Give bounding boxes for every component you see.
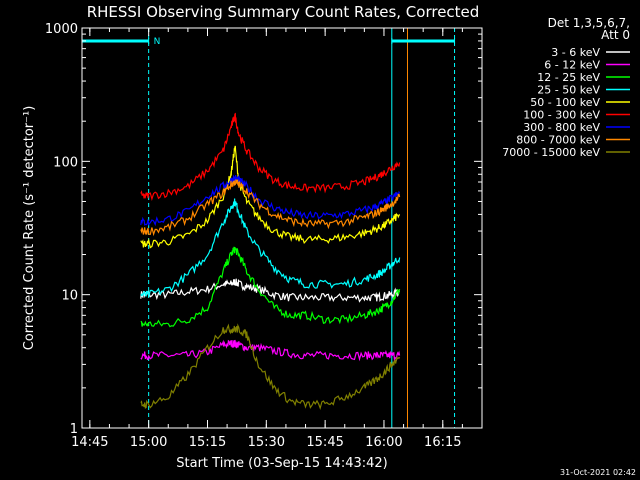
series-line-6: [140, 174, 401, 227]
y-axis: 1 10 100 1000: [45, 22, 482, 437]
x-axis-label: Start Time (03-Sep-15 14:43:42): [176, 456, 387, 471]
series-line-0: [140, 278, 400, 303]
legend-header-line2: Att 0: [601, 28, 630, 42]
series-line-7: [140, 178, 401, 237]
y-tick-label-0: 1: [70, 422, 78, 437]
legend-label-6: 300 - 800 keV: [523, 121, 600, 134]
plot-frame: [81, 27, 483, 429]
legend-label-3: 25 - 50 keV: [537, 84, 600, 97]
night-bar-label-0: N: [154, 37, 161, 47]
series-line-4: [140, 145, 401, 249]
x-tick-label-4: 15:45: [306, 435, 343, 450]
y-axis-label: Corrected Count Rate (s⁻¹ detector⁻¹): [22, 106, 37, 351]
y-tick-label-1: 10: [61, 289, 78, 304]
series-line-3: [140, 198, 401, 297]
series-line-5: [140, 112, 401, 201]
y-tick-label-3: 1000: [45, 22, 78, 37]
legend-label-1: 6 - 12 keV: [544, 59, 600, 72]
x-tick-label-3: 15:30: [248, 435, 285, 450]
legend-label-2: 12 - 25 keV: [537, 71, 600, 84]
x-tick-label-6: 16:15: [424, 435, 461, 450]
timestamp: 31-Oct-2021 02:42: [560, 468, 636, 477]
legend-label-8: 7000 - 15000 keV: [502, 146, 600, 159]
x-tick-label-5: 16:00: [365, 435, 402, 450]
plot-area: N 14:45 15:00 15:15 15:30 15:45 16:00 16:15 11…: [45, 22, 483, 450]
chart-title: RHESSI Observing Summary Count Rates, Co…: [87, 3, 480, 21]
x-tick-label-0: 14:45: [71, 435, 108, 450]
x-tick-label-1: 15:00: [130, 435, 167, 450]
x-tick-label-2: 15:15: [189, 435, 226, 450]
series-line-8: [140, 323, 401, 411]
legend-label-0: 3 - 6 keV: [551, 46, 600, 59]
legend-label-5: 100 - 300 keV: [523, 109, 600, 122]
legend-label-7: 800 - 7000 keV: [516, 134, 600, 147]
series-lines: [140, 112, 401, 411]
legend-label-4: 50 - 100 keV: [530, 96, 600, 109]
series-line-1: [140, 339, 401, 362]
x-axis: 14:45 15:00 15:15 15:30 15:45 16:00 16:15: [71, 28, 483, 450]
y-tick-label-2: 100: [53, 155, 78, 170]
legend-header-line1: Det 1,3,5,6,7,: [548, 16, 630, 30]
series-line-2: [140, 246, 401, 328]
